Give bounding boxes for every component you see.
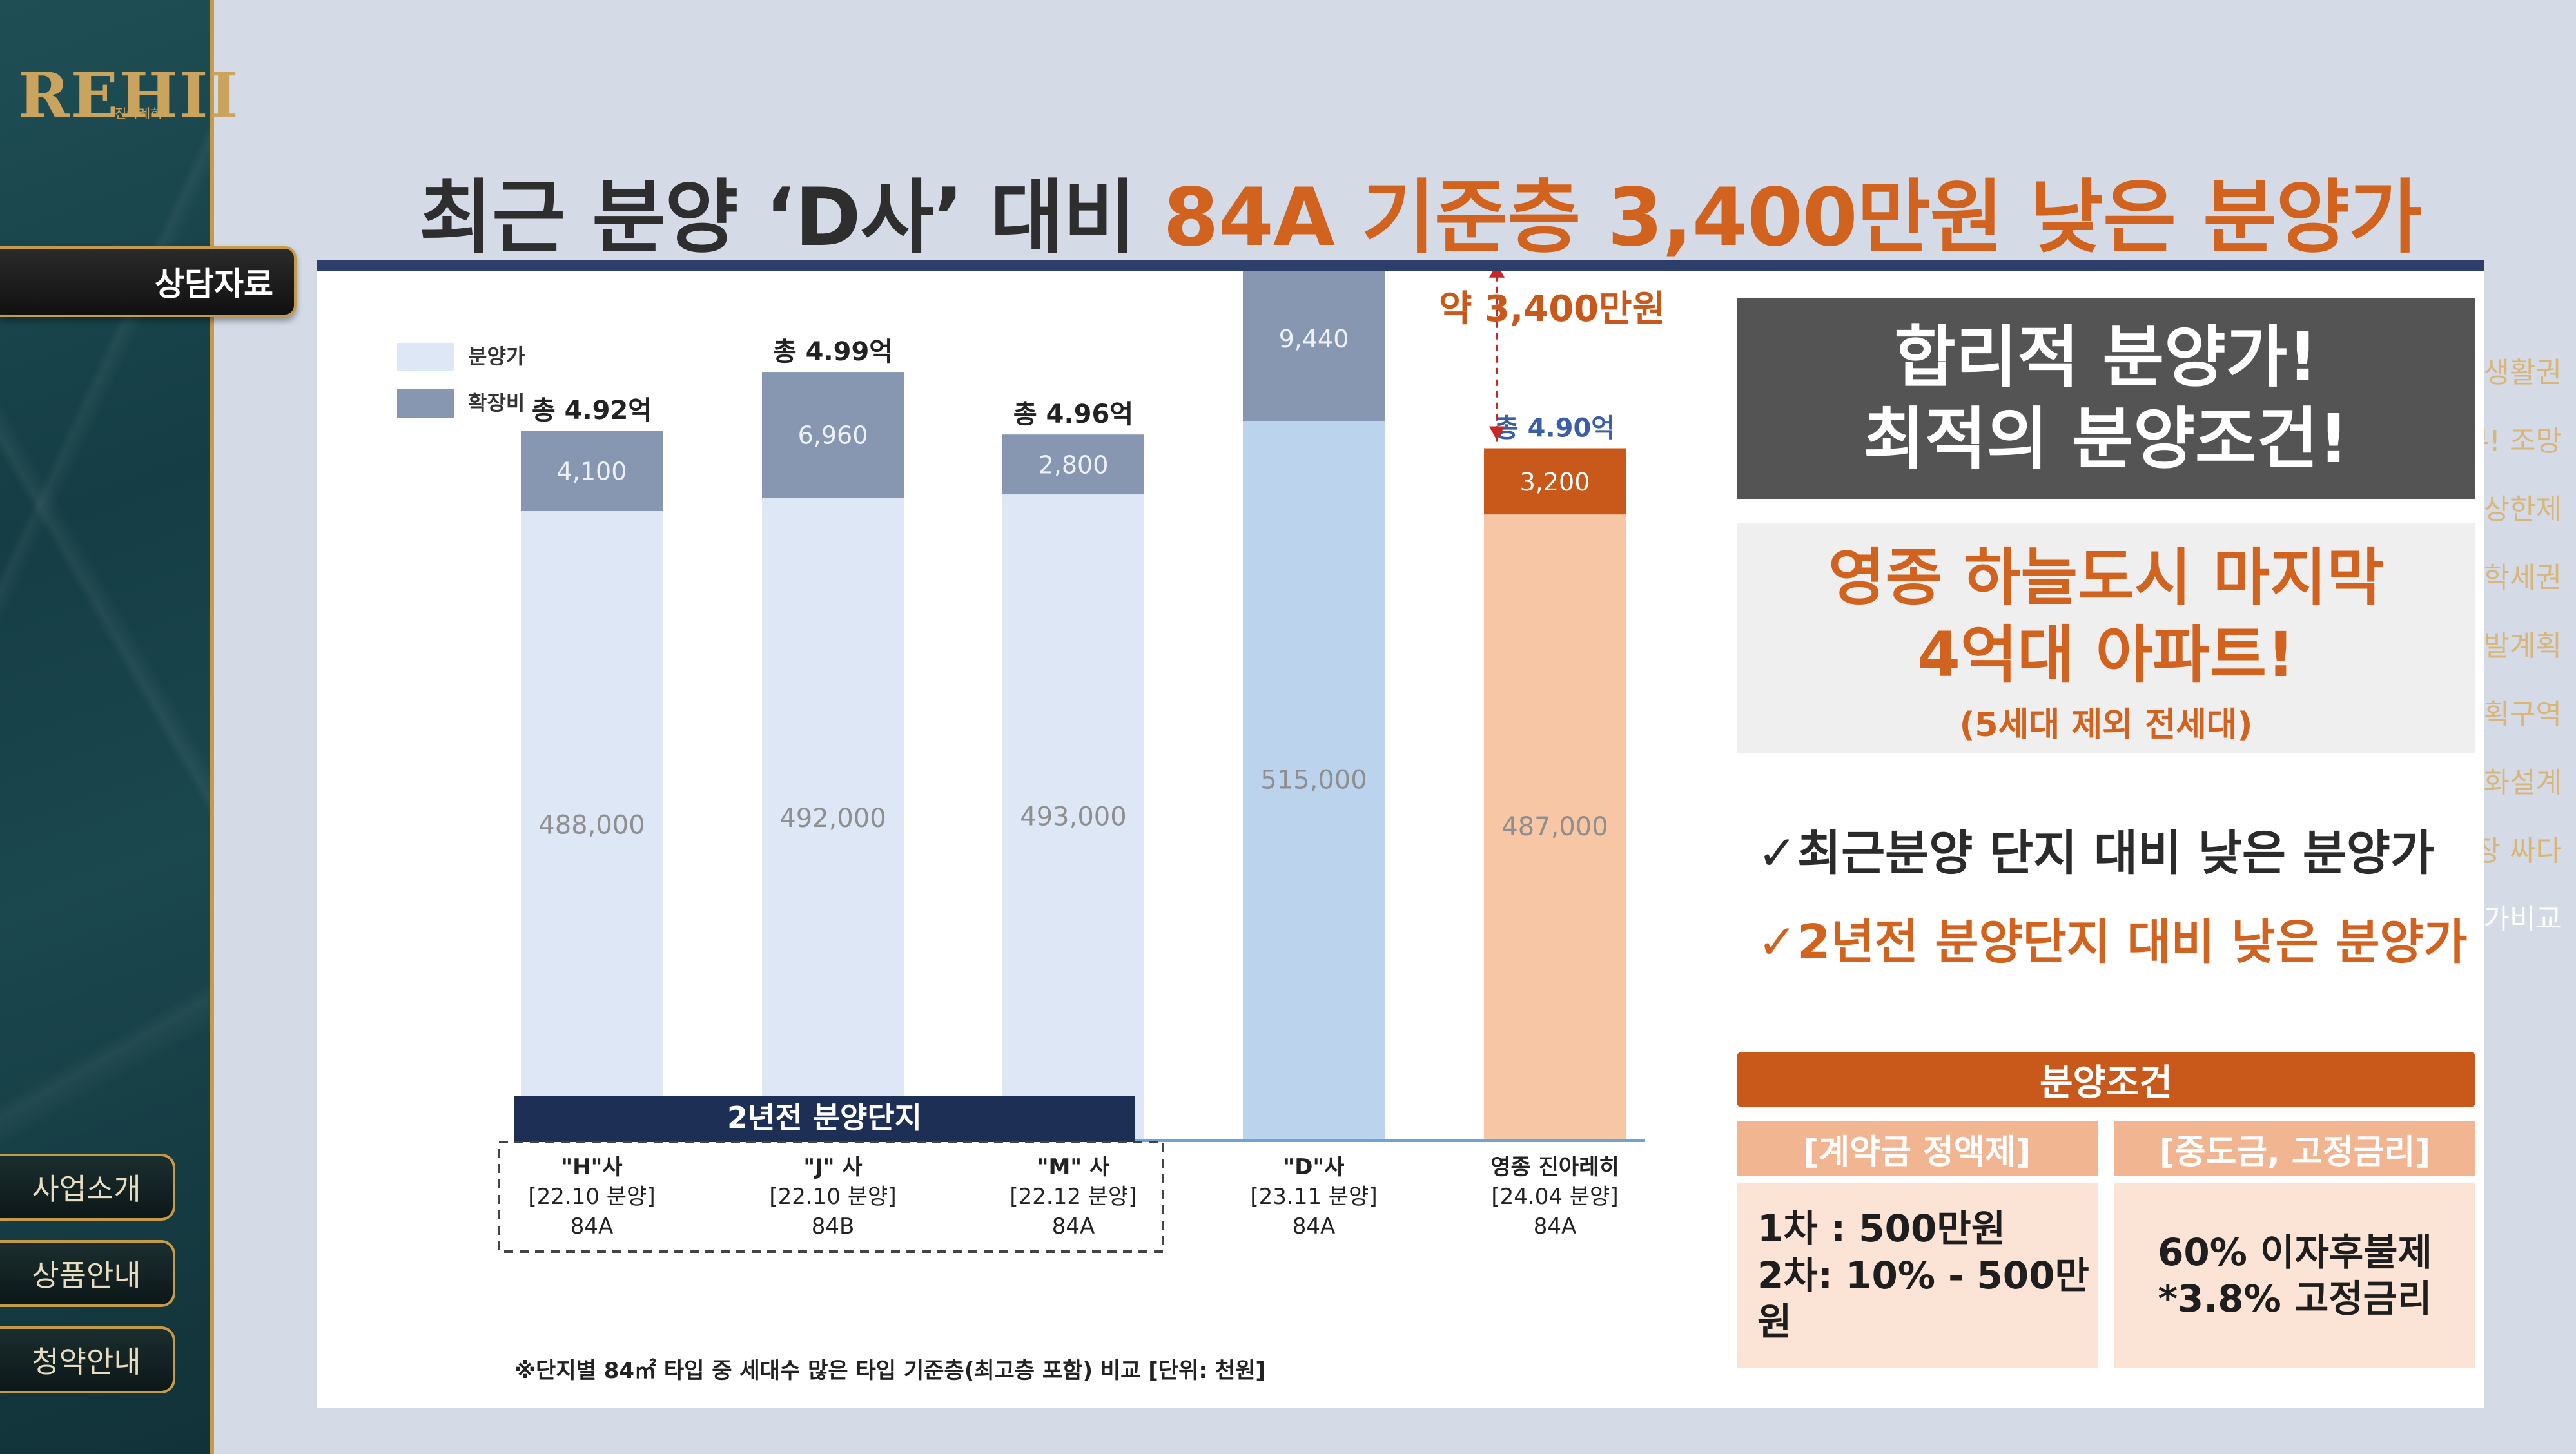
bar-price-label-1: 492,000	[779, 804, 886, 833]
x-tick-date-0: [22.10 분양]	[528, 1184, 655, 1210]
bar-price-3	[1243, 421, 1385, 1139]
bar-price-label-2: 493,000	[1020, 802, 1126, 832]
bar-price-label-0: 488,000	[538, 811, 645, 840]
highlight-line-1: 영종 하늘도시 마지막	[1828, 541, 2384, 614]
legend-swatch-price	[397, 343, 454, 371]
brand-logo[interactable]: REHII	[18, 59, 240, 132]
x-tick-name-4: 영종 진아레히	[1490, 1154, 1619, 1180]
highlight-line-2: 4억대 아파트!	[1917, 619, 2295, 691]
conditions-col1-body: 1차 : 500만원 2차: 10% - 500만원	[1737, 1183, 2098, 1368]
x-tick-type-0: 84A	[571, 1214, 614, 1239]
x-tick-date-1: [22.10 분양]	[769, 1184, 896, 1210]
chart-footnote: ※단지별 84㎡ 타입 중 세대수 많은 타입 기준층(최고층 포함) 비교 […	[514, 1358, 1265, 1384]
bar-extension-4	[1484, 448, 1626, 515]
x-tick-name-1: "J" 사	[803, 1154, 862, 1180]
bar-price-label-3: 515,000	[1260, 766, 1367, 795]
sidebar-background	[0, 0, 210, 1454]
x-tick-type-4: 84A	[1534, 1214, 1577, 1239]
bar-extension-2	[1002, 434, 1144, 495]
x-tick-name-0: "H"사	[561, 1154, 622, 1180]
project-intro-button[interactable]: 사업소개	[0, 1154, 175, 1221]
x-tick-type-2: 84A	[1052, 1214, 1095, 1239]
title-underline	[317, 260, 2484, 271]
deposit-second: 2차: 10% - 500만원	[1757, 1253, 2089, 1344]
headline-box: 합리적 분양가! 최적의 분양조건!	[1737, 298, 2475, 499]
check-item-two-years: ✓2년전 분양단지 대비 낮은 분양가	[1757, 915, 2468, 970]
group-dashed-box	[498, 1141, 1164, 1253]
highlight-note: (5세대 제외 전세대)	[1959, 706, 2253, 744]
x-tick-name-3: "D"사	[1283, 1154, 1345, 1180]
legend-label-extension: 확장비	[468, 391, 525, 415]
annotation-arrow-up	[1489, 271, 1505, 278]
bar-extension-label-0: 4,100	[557, 458, 627, 486]
section-tab-consultation[interactable]: 상담자료	[0, 246, 297, 317]
bar-extension-label-3: 9,440	[1279, 325, 1349, 353]
bar-extension-3	[1243, 271, 1385, 421]
annotation-text: 약 3,400만원	[1439, 288, 1665, 330]
brand-logo-subtitle: 진아레히	[115, 106, 162, 121]
headline-line-2: 최적의 분양조건!	[1863, 400, 2349, 478]
x-tick-date-4: [24.04 분양]	[1491, 1184, 1618, 1210]
bar-price-label-4: 487,000	[1501, 812, 1608, 842]
x-tick-date-3: [23.11 분양]	[1250, 1184, 1377, 1210]
page-title-part1: 최근 분양 ‘D사’ 대비	[419, 171, 1164, 264]
bar-total-label-2: 총 4.96억	[1013, 400, 1133, 429]
conditions-col2-header: [중도금, 고정금리]	[2114, 1121, 2475, 1176]
bar-total-label-4: 총 4.90억	[1495, 413, 1615, 443]
group-label-text: 2년전 분양단지	[727, 1100, 922, 1135]
headline-line-1: 합리적 분양가!	[1894, 318, 2318, 397]
fixed-rate: *3.8% 고정금리	[2158, 1277, 2432, 1321]
subscription-info-button[interactable]: 청약안내	[0, 1326, 175, 1393]
conditions-header: 분양조건	[1737, 1052, 2475, 1107]
bar-price-0	[521, 511, 663, 1139]
x-tick-type-1: 84B	[812, 1214, 855, 1239]
page-title-highlight: 84A 기준층 3,400만원 낮은 분양가	[1163, 171, 2422, 264]
bar-extension-0	[521, 431, 663, 512]
bar-price-2	[1002, 494, 1144, 1139]
deposit-first: 1차 : 500만원	[1757, 1207, 2006, 1251]
bar-extension-1	[762, 372, 904, 498]
legend-swatch-extension	[397, 389, 454, 418]
bar-extension-label-4: 3,200	[1520, 468, 1590, 496]
bar-price-4	[1484, 514, 1626, 1139]
interest-deferred: 60% 이자후불제	[2158, 1230, 2432, 1274]
legend-label-price: 분양가	[468, 344, 525, 369]
x-tick-date-2: [22.12 분양]	[1010, 1184, 1137, 1210]
bar-extension-label-1: 6,960	[798, 422, 868, 450]
x-tick-name-2: "M" 사	[1037, 1154, 1109, 1180]
highlight-box: 영종 하늘도시 마지막 4억대 아파트! (5세대 제외 전세대)	[1737, 523, 2475, 753]
conditions-col2-body: 60% 이자후불제 *3.8% 고정금리	[2114, 1183, 2475, 1368]
sidebar: REHII 진아레히	[0, 0, 238, 1454]
page-title: 최근 분양 ‘D사’ 대비 84A 기준층 3,400만원 낮은 분양가	[419, 152, 2423, 268]
check-item-recent: ✓최근분양 단지 대비 낮은 분양가	[1757, 826, 2435, 881]
annotation-arrow-down	[1489, 426, 1505, 441]
bar-total-label-1: 총 4.99억	[773, 337, 893, 367]
x-tick-type-3: 84A	[1293, 1214, 1336, 1239]
product-info-button[interactable]: 상품안내	[0, 1240, 175, 1307]
bar-total-label-0: 총 4.92억	[532, 396, 652, 425]
bar-extension-label-2: 2,800	[1039, 451, 1109, 480]
conditions-col1-header: [계약금 정액제]	[1737, 1121, 2098, 1176]
bar-price-1	[762, 498, 904, 1139]
group-label-bar	[514, 1096, 1135, 1142]
